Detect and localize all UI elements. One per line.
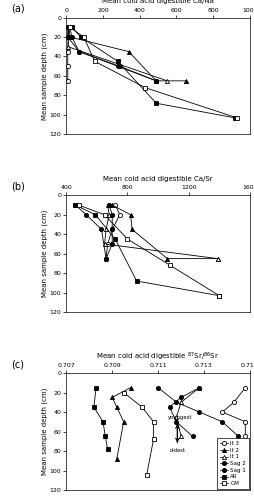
Y-axis label: Mean sample depth (cm): Mean sample depth (cm)	[42, 210, 48, 298]
X-axis label: Mean cold acid digestible $^{87}$Sr/$^{86}$Sr: Mean cold acid digestible $^{87}$Sr/$^{8…	[96, 350, 219, 362]
Text: (c): (c)	[11, 359, 24, 369]
X-axis label: Mean cold acid digestible Ca/Sr: Mean cold acid digestible Ca/Sr	[103, 176, 212, 182]
Y-axis label: Mean sample depth (cm): Mean sample depth (cm)	[42, 388, 48, 475]
X-axis label: Mean cold acid digestible Ca/Na: Mean cold acid digestible Ca/Na	[102, 0, 213, 4]
Text: oldest: oldest	[169, 448, 185, 454]
Text: youngest: youngest	[168, 416, 192, 420]
Y-axis label: Mean sample depth (cm): Mean sample depth (cm)	[42, 32, 48, 120]
Text: (b): (b)	[11, 181, 25, 191]
Legend: It 3, It 2, It 1, Sag 2, Sag 1, AR, GM: It 3, It 2, It 1, Sag 2, Sag 1, AR, GM	[216, 438, 248, 489]
Text: (a): (a)	[11, 4, 25, 14]
